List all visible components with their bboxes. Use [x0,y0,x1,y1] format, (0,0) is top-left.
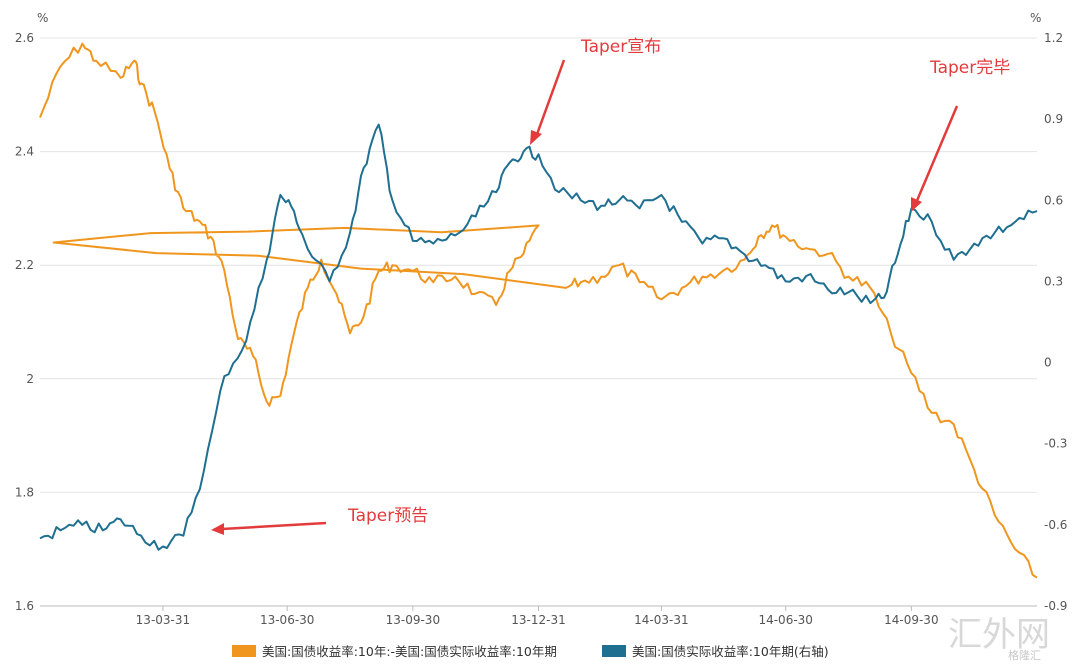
left-tick-label: 1.6 [15,599,34,613]
left-tick-label: 2.2 [15,258,34,272]
right-tick-label: 0.9 [1044,112,1063,126]
right-tick-label: 0 [1044,356,1052,370]
left-tick-label: 2.6 [15,31,34,45]
left-tick-label: 1.8 [15,485,34,499]
x-tick-label: 14-09-30 [884,613,938,627]
x-tick-label: 13-03-31 [136,613,190,627]
watermark: 汇外网 格隆汇 [948,615,1050,662]
annotation-taper-preview: Taper预告 [347,506,428,526]
right-tick-label: 1.2 [1044,31,1063,45]
watermark-text: 汇外网 [948,615,1050,655]
right-tick-label: 0.3 [1044,274,1063,288]
series-line-real-yield [39,123,1038,551]
legend-swatch-blue [602,645,626,657]
legend-label-blue: 美国:国债实际收益率:10年期(右轴) [632,644,829,659]
x-tick-label: 13-09-30 [386,613,440,627]
x-tick-label: 13-12-31 [511,613,565,627]
legend: 美国:国债收益率:10年:-美国:国债实际收益率:10年期 美国:国债实际收益率… [232,644,829,659]
annotation-arrow-finish [911,105,959,212]
right-tick-label: 0.6 [1044,193,1063,207]
legend-label-orange: 美国:国债收益率:10年:-美国:国债实际收益率:10年期 [262,644,557,659]
left-tick-label: 2 [26,372,34,386]
legend-swatch-orange [232,645,256,657]
left-axis-unit: % [37,11,48,25]
series-layer [39,42,1038,579]
annotation-taper-finish: Taper完毕 [929,58,1010,78]
series-line-spread [39,42,1038,579]
x-tick-label: 14-03-31 [634,613,688,627]
right-tick-label: -0.6 [1044,518,1067,532]
x-tick-label: 13-06-30 [260,613,314,627]
left-tick-label: 2.4 [15,145,34,159]
right-axis-ticks: 1.2 0.9 0.6 0.3 0 -0.3 -0.6 -0.9 [1044,31,1067,613]
right-axis-unit: % [1030,11,1041,25]
right-tick-label: -0.9 [1044,599,1067,613]
annotation-taper-announce: Taper宣布 [580,37,661,57]
annotation-arrow-preview [211,521,327,535]
right-tick-label: -0.3 [1044,437,1067,451]
left-axis-ticks: 2.6 2.4 2.2 2 1.8 1.6 [15,31,34,613]
x-axis-ticks: 13-03-31 13-06-30 13-09-30 13-12-31 14-03-31… [136,606,939,627]
x-tick-label: 14-06-30 [758,613,812,627]
watermark-sub: 格隆汇 [1008,648,1041,662]
annotation-arrow-announce [530,59,566,145]
